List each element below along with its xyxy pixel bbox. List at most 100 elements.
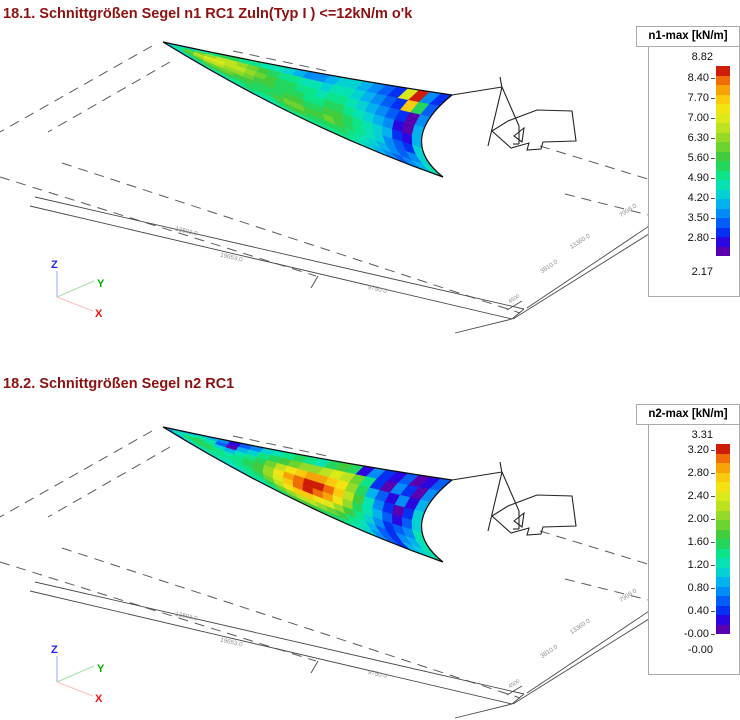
legend-tick-mark: [711, 473, 715, 474]
legend-color-bar: [716, 444, 730, 634]
legend-title: n2-max [kN/m]: [636, 404, 740, 425]
legend-color-band: [716, 209, 730, 219]
legend-tick-value: 4.90: [661, 172, 709, 184]
scene-3d-view[interactable]: 13803.019653.09750.07998.013360.03810.04…: [0, 385, 740, 720]
legend-color-band: [716, 171, 730, 181]
z-axis-label: Z: [51, 259, 58, 271]
legend-color-band: [716, 444, 730, 454]
result-panel-n1: 18.1. Schnittgrößen Segel n1 RC1 Zuln(Ty…: [0, 0, 740, 370]
legend-tick-value: 0.40: [661, 605, 709, 617]
legend-tick-mark: [711, 588, 715, 589]
legend-color-band: [716, 596, 730, 606]
legend-color-band: [716, 76, 730, 86]
scene-3d-view[interactable]: 13803.019653.09750.07998.013360.03810.04…: [0, 0, 740, 344]
legend-tick-mark: [711, 611, 715, 612]
legend-color-band: [716, 558, 730, 568]
legend-tick-value: 2.00: [661, 513, 709, 525]
dimension-label: 4500: [508, 678, 522, 690]
legend-tick-value: 4.20: [661, 192, 709, 204]
legend-tick-value: 2.80: [661, 232, 709, 244]
x-axis-label: X: [95, 308, 103, 320]
legend-color-band: [716, 625, 730, 635]
legend-color-band: [716, 133, 730, 143]
legend-tick-value: 1.60: [661, 536, 709, 548]
legend-color-band: [716, 85, 730, 95]
legend-tick-value: 2.40: [661, 490, 709, 502]
legend-color-band: [716, 606, 730, 616]
legend-tick-value: 2.80: [661, 467, 709, 479]
dimension-label: 19653.0: [219, 252, 243, 264]
legend-color-band: [716, 104, 730, 114]
legend-color-band: [716, 492, 730, 502]
legend-tick-mark: [711, 496, 715, 497]
support-structure-wireframe: [452, 462, 576, 535]
legend-color-band: [716, 123, 730, 133]
legend-tick-mark: [711, 542, 715, 543]
legend-color-band: [716, 520, 730, 530]
legend-color-band: [716, 161, 730, 171]
dimension-label: 9750.0: [367, 284, 388, 295]
result-panel-n2: 18.2. Schnittgrößen Segel n2 RC1 13803.0…: [0, 370, 740, 720]
legend-tick-value: -0.00: [661, 628, 709, 640]
support-structure-wireframe: [452, 77, 576, 150]
legend-tick-mark: [711, 565, 715, 566]
sail-membrane-heatmap: [163, 42, 452, 177]
legend-tick-value: 7.70: [661, 92, 709, 104]
legend-color-band: [716, 454, 730, 464]
dimension-label: 13360.0: [569, 617, 592, 636]
legend-color-band: [716, 615, 730, 625]
legend-max-value: 8.82: [665, 51, 713, 63]
legend-color-band: [716, 501, 730, 511]
legend-tick-value: 3.20: [661, 444, 709, 456]
legend-tick-mark: [711, 138, 715, 139]
legend-color-band: [716, 199, 730, 209]
legend-tick-mark: [711, 198, 715, 199]
legend-tick-value: 5.60: [661, 152, 709, 164]
legend-tick-mark: [711, 118, 715, 119]
legend: n2-max [kN/m] 3.31 3.202.802.402.001.601…: [636, 404, 740, 680]
legend: n1-max [kN/m] 8.82 8.407.707.006.305.604…: [636, 26, 740, 302]
legend-color-band: [716, 482, 730, 492]
legend-tick-mark: [711, 158, 715, 159]
legend-tick-mark: [711, 634, 715, 635]
dimension-label: 13360.0: [569, 232, 592, 251]
legend-color-band: [716, 95, 730, 105]
legend-color-band: [716, 539, 730, 549]
dimension-label: 9750.0: [367, 669, 388, 680]
legend-color-bar: [716, 66, 730, 256]
legend-color-band: [716, 228, 730, 238]
axis-triad: ZYX: [51, 259, 105, 320]
legend-tick-value: 3.50: [661, 212, 709, 224]
legend-color-band: [716, 190, 730, 200]
y-axis-label: Y: [97, 663, 105, 675]
legend-tick-mark: [711, 178, 715, 179]
legend-tick-value: 1.20: [661, 559, 709, 571]
legend-tick-value: 6.30: [661, 132, 709, 144]
axis-triad: Z Y X: [51, 644, 105, 705]
dimension-label: 3810.0: [539, 643, 559, 660]
legend-color-band: [716, 473, 730, 483]
legend-tick-mark: [711, 519, 715, 520]
legend-color-band: [716, 66, 730, 76]
legend-color-band: [716, 142, 730, 152]
legend-color-band: [716, 549, 730, 559]
legend-tick-value: 0.80: [661, 582, 709, 594]
legend-color-band: [716, 218, 730, 228]
legend-tick-mark: [711, 218, 715, 219]
z-axis-label: Z: [51, 644, 58, 656]
legend-color-band: [716, 180, 730, 190]
legend-color-band: [716, 114, 730, 124]
legend-tick-mark: [711, 450, 715, 451]
legend-tick-mark: [711, 238, 715, 239]
legend-color-band: [716, 577, 730, 587]
sail-membrane-heatmap: [163, 427, 452, 562]
legend-min-value: 2.17: [665, 266, 713, 278]
legend-color-band: [716, 511, 730, 521]
legend-tick-value: 8.40: [661, 72, 709, 84]
legend-color-band: [716, 587, 730, 597]
legend-color-band: [716, 463, 730, 473]
x-axis-label: X: [95, 693, 103, 705]
dimension-label: 4500: [508, 293, 522, 305]
dimension-label: 3810.0: [539, 258, 559, 275]
legend-tick-mark: [711, 78, 715, 79]
